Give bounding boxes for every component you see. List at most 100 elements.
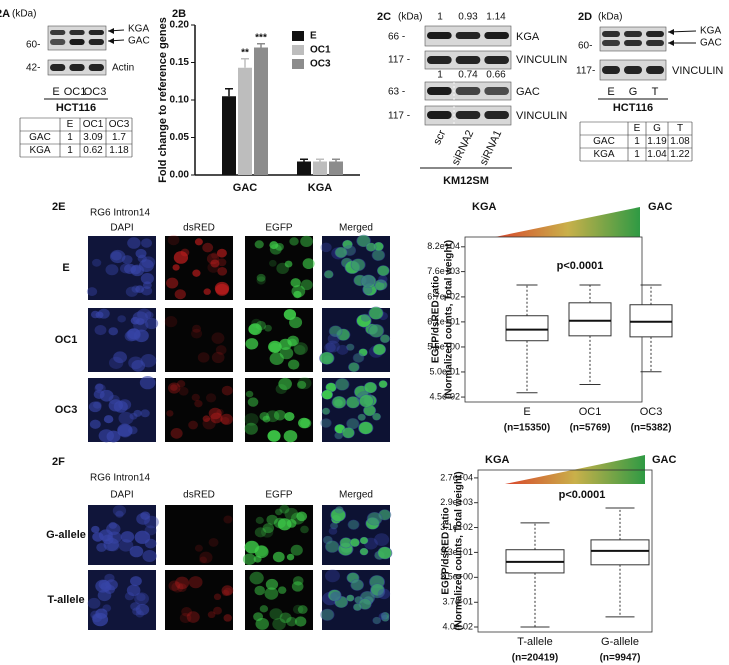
- nucleus: [325, 340, 340, 353]
- cell-signal: [254, 544, 268, 557]
- cell-signal: [166, 277, 179, 289]
- cell-signal: [255, 516, 264, 524]
- label: E: [67, 119, 74, 130]
- nucleus: [360, 313, 371, 322]
- label: 1.04: [647, 149, 667, 160]
- nucleus: [95, 311, 104, 319]
- nucleus: [136, 593, 146, 602]
- cell-signal: [357, 235, 371, 247]
- nucleus: [348, 362, 360, 373]
- band: [50, 39, 66, 45]
- label: GAC: [593, 136, 615, 147]
- cell-signal: [300, 525, 309, 534]
- label: siRNA1: [478, 128, 505, 167]
- nucleus: [346, 418, 360, 430]
- micrograph: [245, 378, 313, 442]
- nucleus: [356, 234, 371, 248]
- nucleus: [320, 242, 332, 253]
- nucleus: [372, 616, 382, 625]
- cell-signal: [211, 252, 219, 259]
- label: 117 -: [388, 55, 410, 66]
- label: KGA: [485, 454, 510, 466]
- nucleus: [113, 351, 127, 364]
- band: [624, 31, 642, 37]
- label: 1: [634, 136, 640, 147]
- nucleus: [104, 573, 115, 583]
- label: Merged: [339, 223, 373, 234]
- label: 3.7e-01: [442, 597, 473, 607]
- band: [88, 39, 104, 45]
- label: T: [677, 123, 683, 134]
- nucleus: [323, 270, 334, 279]
- label: VINCULIN: [672, 65, 723, 77]
- nucleus: [329, 522, 339, 530]
- label: 66 -: [388, 32, 405, 43]
- gradient-triangle: [505, 455, 645, 484]
- cell-signal: [254, 585, 266, 596]
- nucleus: [377, 588, 391, 600]
- label: VINCULIN: [516, 110, 567, 122]
- nucleus: [102, 534, 114, 545]
- nucleus: [328, 527, 338, 535]
- label: (n=9947): [600, 653, 641, 664]
- cell-signal: [266, 514, 278, 525]
- label: Merged: [339, 490, 373, 501]
- bar: [222, 96, 236, 175]
- nucleus: [352, 352, 365, 363]
- cell-signal: [340, 537, 352, 548]
- cell-signal: [286, 553, 295, 561]
- cell-signal: [369, 307, 383, 320]
- cell-signal: [335, 378, 349, 391]
- cell-signal: [255, 617, 270, 630]
- nucleus: [324, 540, 340, 553]
- micrograph: [165, 570, 233, 630]
- label: 3.09: [83, 132, 103, 143]
- cell-signal: [211, 351, 225, 364]
- cell-signal: [269, 352, 284, 365]
- label: Fold change to reference genes: [157, 17, 169, 183]
- label: T-allele: [47, 594, 84, 606]
- nucleus: [135, 248, 147, 259]
- cell-signal: [164, 316, 178, 328]
- label: GAC: [233, 182, 258, 194]
- cell-signal: [221, 585, 234, 596]
- nucleus: [320, 418, 332, 428]
- cell-signal: [296, 511, 308, 522]
- nucleus: [334, 431, 344, 440]
- cell-signal: [269, 608, 283, 620]
- cell-signal: [329, 325, 342, 337]
- cell-signal: [286, 616, 297, 627]
- cell-signal: [322, 407, 330, 415]
- band: [427, 111, 452, 119]
- nucleus: [124, 592, 135, 601]
- cell-signal: [207, 611, 216, 619]
- cell-signal: [186, 611, 200, 623]
- label: (n=5382): [631, 423, 672, 434]
- nucleus: [321, 407, 331, 415]
- bar: [329, 161, 343, 175]
- cell-signal: [324, 270, 334, 279]
- cell-signal: [353, 353, 364, 363]
- cell-signal: [188, 420, 198, 430]
- label: HCT116: [56, 102, 96, 114]
- cell-signal: [292, 576, 304, 586]
- cell-signal: [166, 410, 174, 417]
- cell-signal: [348, 519, 359, 530]
- cell-signal: [373, 344, 386, 355]
- nucleus: [325, 569, 340, 583]
- cell-signal: [288, 359, 300, 370]
- nucleus: [350, 258, 366, 272]
- band: [455, 87, 481, 95]
- gradient-triangle: [495, 207, 640, 237]
- cell-signal: [213, 593, 222, 601]
- label: (kDa): [12, 9, 36, 20]
- label: KGA: [29, 145, 50, 156]
- band: [602, 40, 620, 46]
- nucleus: [334, 378, 350, 391]
- cell-signal: [216, 248, 227, 258]
- band: [646, 31, 664, 37]
- cell-signal: [191, 328, 203, 339]
- cell-signal: [244, 540, 260, 554]
- nucleus: [104, 584, 116, 594]
